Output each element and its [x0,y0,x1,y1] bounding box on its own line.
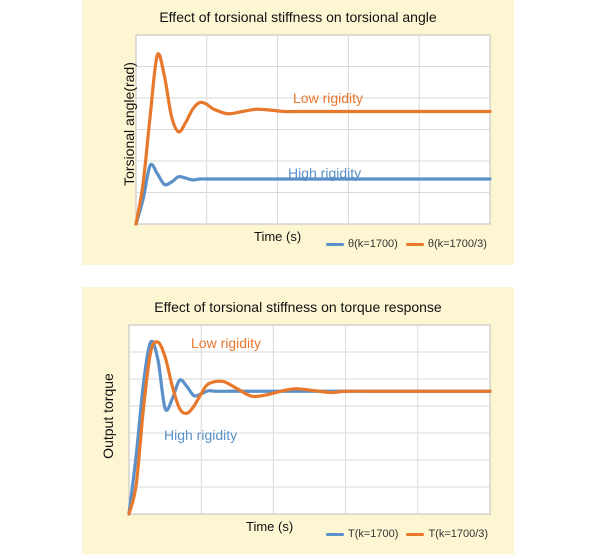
legend-item: θ(k=1700) [326,238,398,250]
annotation-low-rigidity: Low rigidity [293,90,364,106]
legend: θ(k=1700) θ(k=1700/3) [318,238,487,250]
legend-item: T(k=1700) [326,528,398,540]
annotation-low-rigidity: Low rigidity [191,335,262,351]
chart-panel-angle: Effect of torsional stiffness on torsion… [82,0,514,265]
plot-area [128,324,491,515]
chart-title: Effect of torsional stiffness on torsion… [159,9,437,25]
annotation-high-rigidity: High rigidity [164,427,238,443]
legend-label: T(k=1700) [348,528,399,540]
x-axis-label: Time (s) [254,229,302,244]
y-axis-label: Output torque [100,373,116,459]
legend-swatch-blue [326,532,344,536]
legend-swatch-orange [405,242,424,246]
chart-title: Effect of torsional stiffness on torque … [154,299,442,315]
legend-label: θ(k=1700) [348,238,398,250]
legend-item: θ(k=1700/3) [405,238,487,250]
annotation-high-rigidity: High rigidity [288,165,362,181]
series-line-blue [134,162,492,226]
y-axis-label: Torsional angle(rad) [121,62,137,186]
chart-panel-torque: Effect of torsional stiffness on torque … [82,287,514,554]
series-line-orange [127,340,492,516]
chart-canvas [134,34,492,226]
legend-label: θ(k=1700/3) [427,238,487,250]
series-line-orange [134,52,492,226]
legend: T(k=1700) T(k=1700/3) [318,528,488,540]
chart-canvas [127,324,492,516]
legend-swatch-orange [406,532,425,536]
legend-label: T(k=1700/3) [428,528,489,540]
x-axis-label: Time (s) [246,519,294,534]
legend-swatch-blue [326,242,344,246]
legend-item: T(k=1700/3) [406,528,488,540]
